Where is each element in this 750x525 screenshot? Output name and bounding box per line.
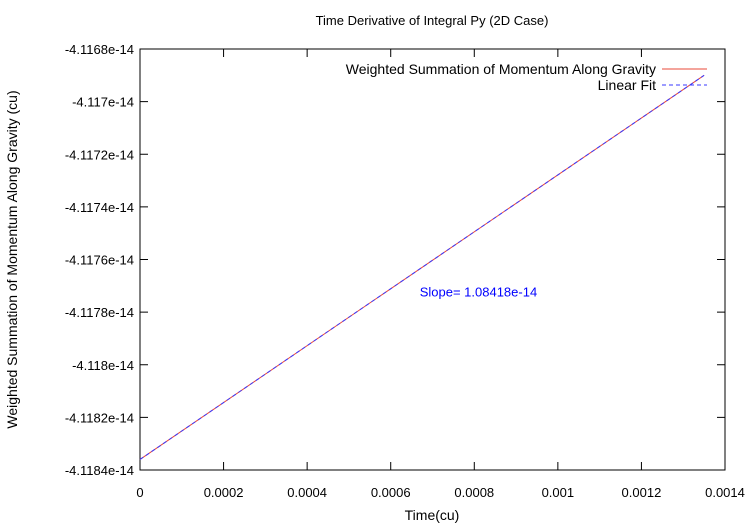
x-tick-label: 0.0002: [204, 485, 244, 500]
x-tick-label: 0.0012: [622, 485, 662, 500]
y-tick-label: -4.1172e-14: [65, 147, 134, 162]
plot-frame: [139, 48, 726, 471]
y-tick-label: -4.118e-14: [72, 358, 134, 373]
x-tick-label: 0: [136, 485, 143, 500]
legend: Weighted Summation of Momentum Along Gra…: [346, 61, 707, 93]
x-tick-label: 0.0008: [454, 485, 494, 500]
x-tick-label: 0.0004: [287, 485, 327, 500]
y-tick-label: -4.1174e-14: [65, 200, 134, 215]
y-tick-label: -4.1184e-14: [65, 463, 134, 478]
y-tick-label: -4.1182e-14: [65, 410, 134, 425]
series-layer: [139, 74, 705, 460]
chart-title: Time Derivative of Integral Py (2D Case): [316, 13, 549, 28]
legend-label-0: Weighted Summation of Momentum Along Gra…: [346, 61, 656, 77]
x-tick-label: 0.0014: [705, 485, 745, 500]
x-tick-label: 0.0006: [371, 485, 411, 500]
y-tick-label: -4.1176e-14: [65, 253, 134, 268]
x-tick-label: 0.001: [542, 485, 575, 500]
series-line-0: [139, 74, 705, 460]
legend-label-1: Linear Fit: [598, 77, 656, 93]
y-axis-ticks: -4.1168e-14 -4.117e-14 -4.1172e-14 -4.1174e…: [65, 42, 725, 478]
y-tick-label: -4.1168e-14: [65, 42, 134, 57]
y-tick-label: -4.1178e-14: [65, 305, 134, 320]
annotation-layer: Slope= 1.08418e-14: [420, 284, 537, 299]
x-axis-label: Time(cu): [405, 507, 460, 523]
x-axis-ticks: 0 0.0002 0.0004 0.0006 0.0008 0.001 0.0012 0.00…: [136, 49, 745, 500]
y-tick-label: -4.117e-14: [72, 95, 134, 110]
slope-annotation: Slope= 1.08418e-14: [420, 284, 537, 299]
y-axis-label: Weighted Summation of Momentum Along Gra…: [4, 90, 20, 428]
series-line-1: [139, 74, 705, 460]
